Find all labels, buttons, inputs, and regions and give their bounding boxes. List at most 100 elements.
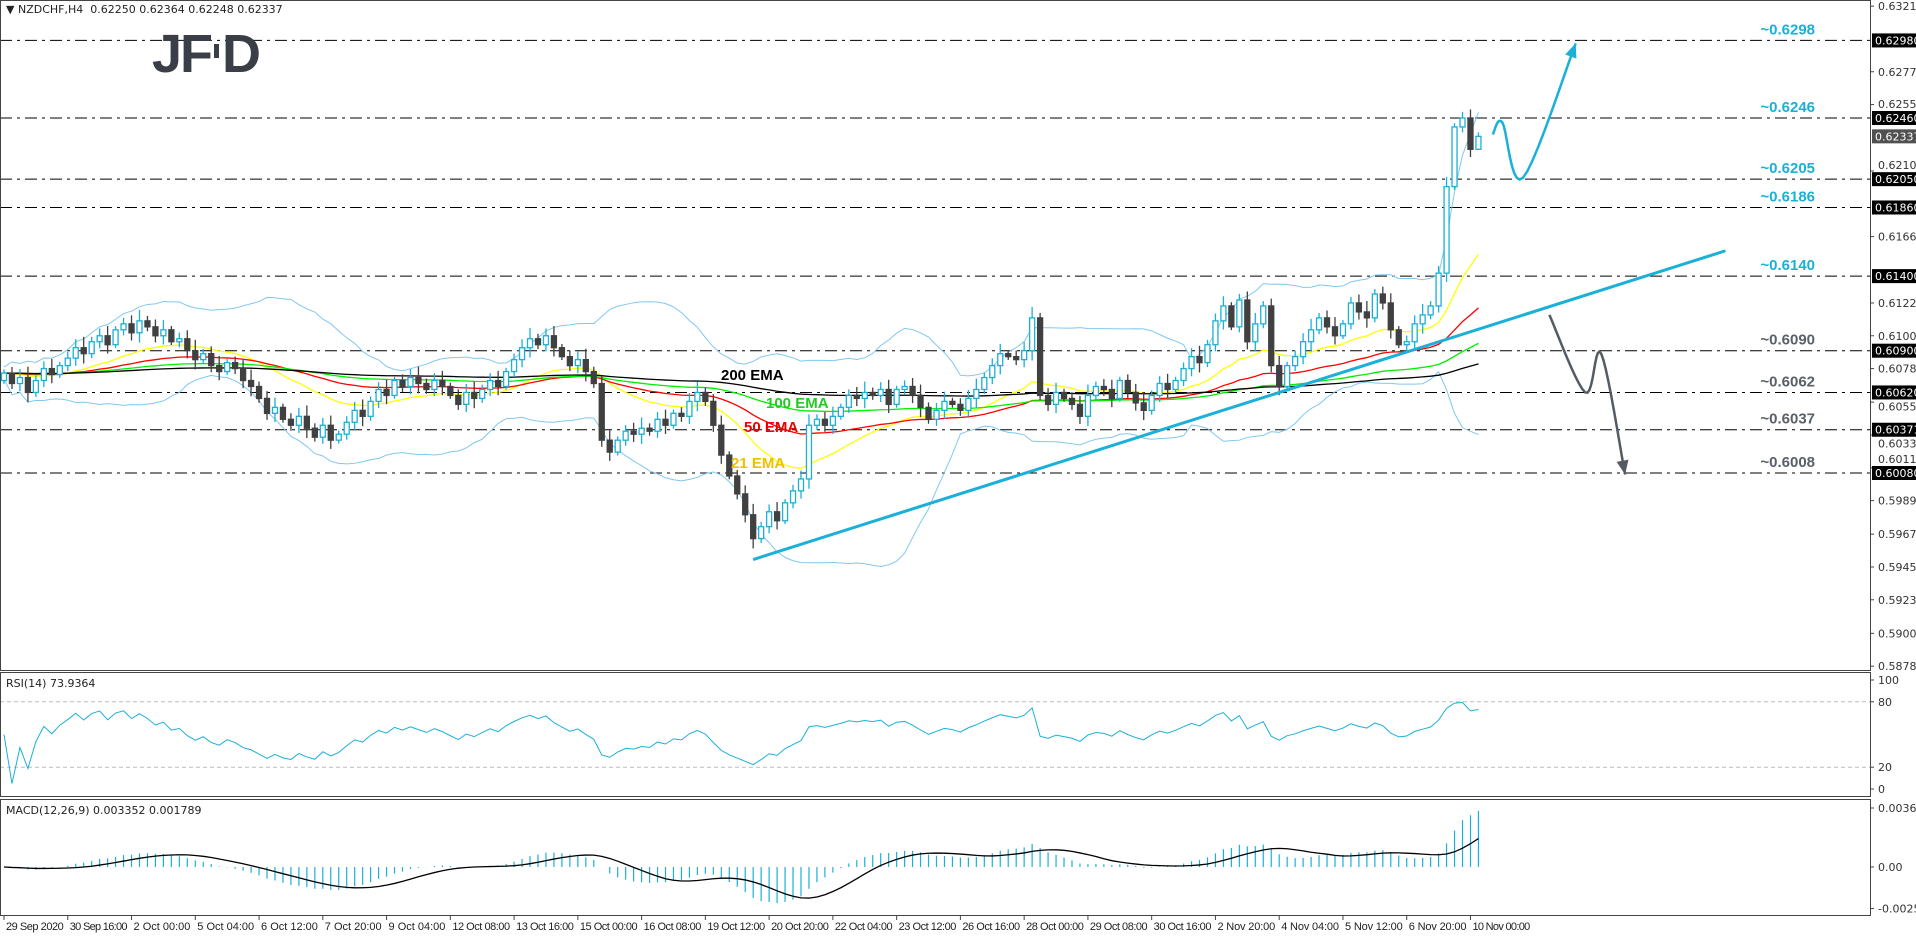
bull-candle [1212,320,1219,346]
level-axis-label: 0.60371 [1875,424,1916,437]
ema-100-label: 100 EMA [766,395,829,412]
bull-candle [1315,317,1323,331]
level-label: ~0.6037 [1760,411,1815,428]
price-tick-label: 0.59895 [1878,495,1916,508]
bull-candle [1204,344,1211,364]
bull-candle [176,338,183,343]
bear-candle [1076,403,1084,417]
bear-candle [750,514,757,540]
bull-candle [224,361,231,373]
date-label: 5 Oct 04:00 [197,921,254,933]
bull-candle [1307,329,1315,343]
symbol-header[interactable]: ▼ NZDCHF,H4 0.62250 0.62364 0.62248 0.62… [6,3,283,16]
bull-candle [40,367,47,382]
bear-candle [1013,356,1020,361]
level-axis-label: 0.60080 [1875,467,1916,480]
time-axis[interactable]: 29 Sep 2020 30 Sep 16:00 2 Oct 00:00 5 Oct … [3,916,1530,933]
bull-candle [997,353,1004,367]
bull-candle [1052,391,1060,406]
bear-candle [128,323,135,334]
bull-candle [526,338,534,349]
bear-candle [255,385,263,400]
bollinger-lower [3,370,1479,568]
bear-candle [710,400,717,426]
bull-candle [1148,394,1155,412]
rsi-tick-label: 80 [1878,696,1892,709]
bear-candle [702,391,709,403]
bear-candle [8,372,16,385]
date-label: 13 Oct 16:00 [516,921,574,933]
bull-candle [789,490,797,504]
bull-candle [1028,317,1036,352]
bull-candle [160,329,167,337]
date-label: 29 Oct 08:00 [1090,921,1148,933]
bull-candle [1459,117,1466,128]
bear-candle [423,382,430,391]
date-label: 19 Oct 12:00 [707,921,765,933]
bear-candle [566,356,574,367]
bull-candle [271,406,279,414]
bear-candle [821,418,829,426]
bull-candle [72,347,79,359]
bear-candle [582,358,589,373]
bear-candle [279,406,287,420]
bear-candle [1060,391,1068,400]
macd-tick-label: 0.00 [1878,861,1903,874]
bear-candle [455,394,462,406]
bear-candle [216,364,223,373]
bear-candle [359,409,366,417]
bull-candle [1291,356,1299,367]
bear-candle [1100,385,1108,391]
bull-candle [200,353,207,361]
level-label: ~0.6186 [1760,188,1815,205]
bull-candle [463,391,470,406]
date-label: 2 Oct 00:00 [134,921,191,933]
bull-candle [1451,126,1458,188]
bull-candle [518,347,526,361]
bear-candle [606,439,613,453]
bear-candle [168,329,175,343]
bull-candle [694,391,701,403]
bear-candle [662,418,669,426]
bull-candle [1475,135,1482,150]
macd-signal-line [3,837,1479,899]
bear-candle [239,367,247,382]
level-axis-label: 0.61860 [1875,201,1916,214]
ema-200-label: 200 EMA [721,367,784,384]
bull-candle [343,421,350,435]
logo-text: JF [152,24,212,84]
bull-candle [1347,302,1355,325]
bear-candle [399,379,406,388]
level-axis-badge [1872,269,1916,284]
level-label: ~0.6090 [1760,332,1815,349]
date-label: 20 Oct 20:00 [771,921,829,933]
date-label: 12 Oct 08:00 [452,921,510,933]
level-label: ~0.6298 [1760,21,1815,38]
bull-candle [431,379,438,391]
bull-candle [686,400,693,417]
date-label: 16 Oct 08:00 [644,921,702,933]
bull-candle [1172,379,1179,391]
date-label: 7 Oct 20:00 [325,921,382,933]
date-label: 23 Oct 12:00 [899,921,957,933]
ema-lines [3,253,1479,470]
bearish-scenario-arrowhead-icon [1616,459,1629,475]
bear-candle [550,335,558,349]
level-axis-badge [1872,385,1916,400]
dropdown-triangle-icon[interactable]: ▼ [6,3,18,16]
bull-candle [0,372,8,382]
bullish-scenario-arrowhead-icon [1565,43,1577,59]
date-label: 30 Oct 16:00 [1154,921,1212,933]
price-tick-label: 0.60335 [1878,438,1916,451]
level-lines [0,39,1870,474]
bull-candle [941,400,948,412]
bull-candle [502,370,510,388]
bear-candle [925,406,932,420]
bull-candle [1435,272,1442,307]
date-label: 2 Nov 20:00 [1217,921,1275,933]
bear-candle [327,424,334,441]
